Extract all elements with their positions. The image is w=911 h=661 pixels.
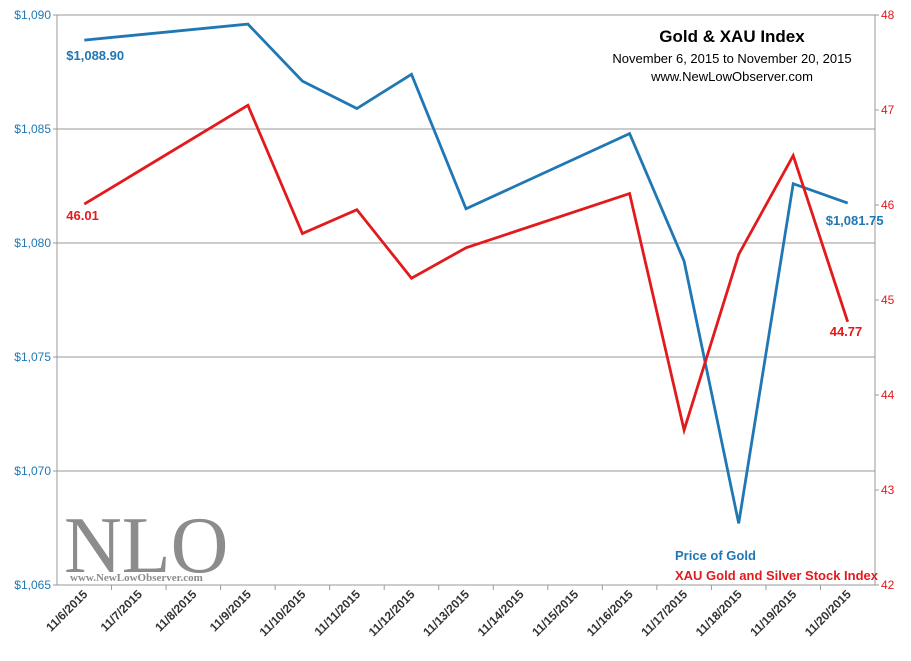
left-tick-label: $1,085: [14, 122, 51, 136]
right-tick-label: 48: [881, 8, 895, 22]
left-tick-label: $1,075: [14, 350, 51, 364]
left-tick-label: $1,080: [14, 236, 51, 250]
chart-source: www.NewLowObserver.com: [650, 69, 813, 84]
chart-title: Gold & XAU Index: [659, 27, 805, 46]
xau-index-line: [83, 103, 850, 436]
left-tick-label: $1,065: [14, 578, 51, 592]
data-label: $1,081.75: [826, 213, 884, 228]
right-tick-label: 47: [881, 103, 895, 117]
data-label: $1,088.90: [66, 48, 124, 63]
data-label: 46.01: [66, 208, 99, 223]
data-labels: $1,088.90 $1,081.75 46.01 44.77: [66, 48, 883, 339]
right-tick-label: 45: [881, 293, 895, 307]
left-axis-ticks: $1,065 $1,070 $1,075 $1,080 $1,085 $1,090: [14, 8, 57, 592]
data-label: 44.77: [830, 324, 863, 339]
logo-url: www.NewLowObserver.com: [70, 572, 203, 584]
right-tick-label: 44: [881, 388, 895, 402]
logo-text: NLO: [64, 502, 228, 590]
gold-price-line: [84, 22, 849, 524]
right-axis-ticks: 42 43 44 45 46 47 48: [875, 8, 895, 592]
left-tick-label: $1,070: [14, 464, 51, 478]
right-tick-label: 46: [881, 198, 895, 212]
series-lines: [83, 22, 850, 524]
nlo-logo: NLO www.NewLowObserver.com: [64, 502, 228, 590]
legend-item-xau: XAU Gold and Silver Stock Index: [675, 568, 879, 583]
right-tick-label: 42: [881, 578, 895, 592]
chart-subtitle: November 6, 2015 to November 20, 2015: [612, 51, 851, 66]
right-tick-label: 43: [881, 483, 895, 497]
left-tick-label: $1,090: [14, 8, 51, 22]
legend-item-gold: Price of Gold: [675, 548, 756, 563]
legend: Price of Gold XAU Gold and Silver Stock …: [675, 548, 879, 583]
